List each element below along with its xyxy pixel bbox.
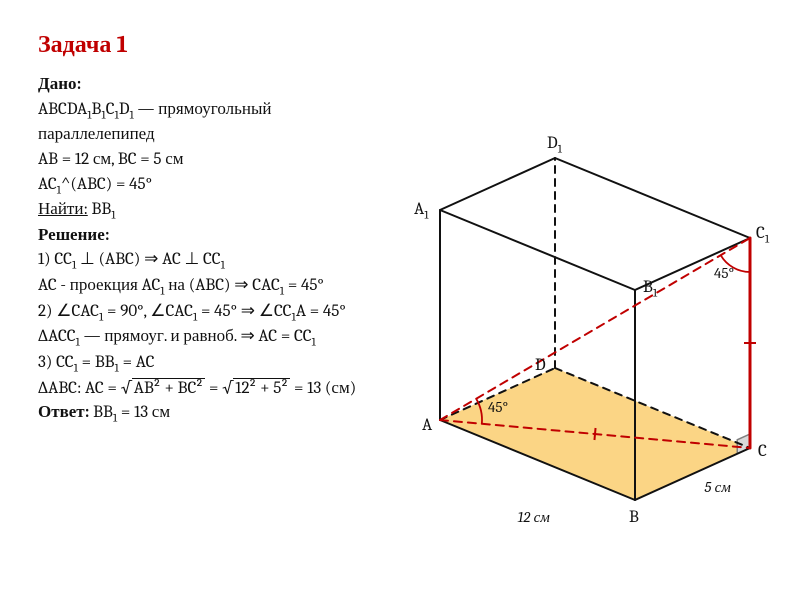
- s3c: = 45° ⇒ ∠CC: [197, 302, 291, 321]
- problem-text: Дано: ABCDA1B1C1D1 — прямоугольный парал…: [38, 73, 428, 427]
- angle-at-c1: 45°: [714, 264, 734, 282]
- cuboid-diagram: A1 D1 B1 C1 A B C D 12 см 5 см 45° 45°: [420, 130, 770, 530]
- s1b: ⊥ (ABC) ⇒ AC ⊥ CC: [76, 250, 220, 269]
- s4b: — прямоуг. и равноб. ⇒ AC = CC: [80, 327, 312, 346]
- l4a: AC: [38, 175, 57, 194]
- vertex-label-D: D: [535, 356, 546, 375]
- s6end: = 13 (см): [290, 379, 356, 398]
- s5b: = BB: [78, 353, 115, 372]
- l2: параллелепипед: [38, 125, 155, 144]
- s3b: = 90°, ∠CAC: [103, 302, 193, 321]
- given-label: Дано:: [38, 75, 81, 94]
- problem-title: Задача 1: [38, 30, 770, 59]
- vertex-label-B1: B1: [643, 278, 657, 299]
- angle-cac1: 45°: [488, 398, 508, 416]
- ans-label: Ответ:: [38, 403, 89, 422]
- s6a: ∆ABC: AC =: [38, 379, 121, 398]
- find-label: Найти:: [38, 200, 88, 219]
- s2c: = 45°: [284, 276, 324, 295]
- s6r2: 12² + 5²: [233, 378, 290, 398]
- l4b: ^(ABC) = 45°: [61, 175, 152, 194]
- s2b: на (ABC) ⇒ CAC: [165, 276, 280, 295]
- vertex-label-A: A: [422, 416, 432, 435]
- s5c: = AC: [119, 353, 155, 372]
- vertex-label-D1: D1: [547, 134, 562, 155]
- vertex-label-A1: A1: [414, 200, 429, 221]
- s5a: 3) CC: [38, 353, 74, 372]
- vertex-label-C: C: [758, 442, 767, 461]
- l3: AB = 12 см, BC = 5 см: [38, 150, 184, 169]
- ans-a: BB: [89, 403, 112, 422]
- s6r1: AB² + BC²: [132, 378, 205, 398]
- ans-b: = 13 см: [117, 403, 170, 422]
- vertex-label-C1: C1: [756, 224, 769, 245]
- dimension-bc: 5 см: [705, 478, 731, 497]
- l1e: — прямоугольный: [134, 100, 272, 119]
- find-val: BB: [88, 200, 111, 219]
- l1b: B: [92, 100, 102, 119]
- s2a: AC - проекция AC: [38, 276, 160, 295]
- sol-label: Решение:: [38, 226, 110, 245]
- cuboid-svg: [420, 130, 770, 530]
- s3d: A = 45°: [296, 302, 346, 321]
- s3a: 2) ∠CAC: [38, 302, 99, 321]
- s1a: 1) CC: [38, 250, 72, 269]
- s6mid: =: [205, 379, 222, 398]
- l1d: D: [119, 100, 130, 119]
- vertex-label-B: B: [629, 508, 639, 527]
- s4a: ∆ACC: [38, 327, 76, 346]
- l1a: ABCDA: [38, 100, 87, 119]
- dimension-ab: 12 см: [518, 508, 550, 527]
- l1c: C: [106, 100, 115, 119]
